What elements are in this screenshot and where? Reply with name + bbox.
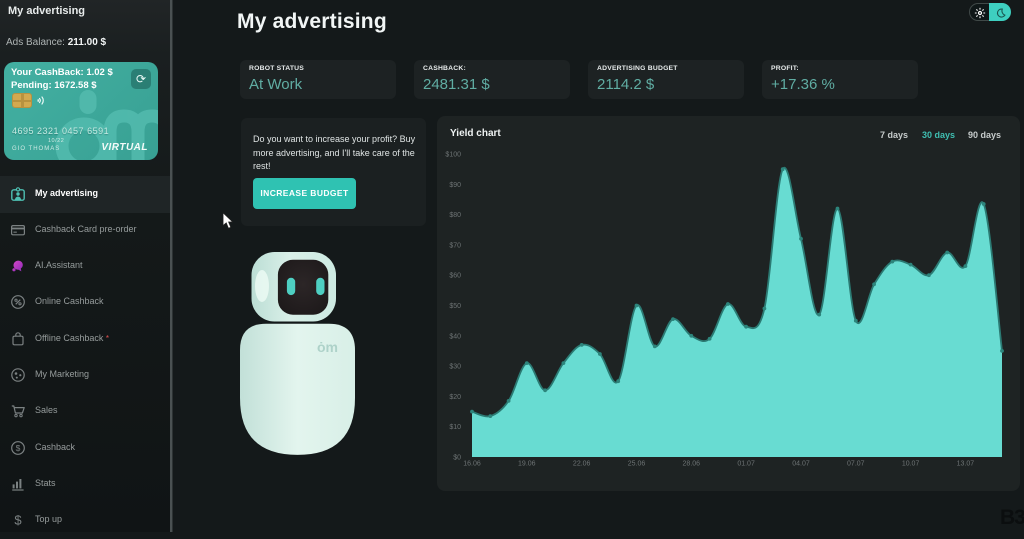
- svg-text:19.06: 19.06: [518, 461, 536, 468]
- svg-text:$90: $90: [449, 182, 461, 189]
- svg-text:$50: $50: [449, 303, 461, 310]
- svg-text:$30: $30: [449, 364, 461, 371]
- svg-text:25.06: 25.06: [628, 461, 646, 468]
- svg-text:16.06: 16.06: [463, 461, 481, 468]
- svg-text:28.06: 28.06: [683, 461, 701, 468]
- svg-text:07.07: 07.07: [847, 461, 865, 468]
- svg-text:$40: $40: [449, 333, 461, 340]
- svg-text:$80: $80: [449, 212, 461, 219]
- svg-text:$: $: [16, 443, 21, 453]
- svg-text:$70: $70: [449, 242, 461, 249]
- svg-text:$60: $60: [449, 273, 461, 280]
- svg-text:ȯm: ȯm: [317, 339, 338, 355]
- svg-text:$20: $20: [449, 394, 461, 401]
- svg-text:01.07: 01.07: [737, 461, 755, 468]
- svg-text:22.06: 22.06: [573, 461, 591, 468]
- svg-text:$: $: [14, 513, 22, 528]
- svg-text:$100: $100: [445, 152, 461, 159]
- svg-text:$10: $10: [449, 424, 461, 431]
- svg-text:13.07: 13.07: [957, 461, 975, 468]
- svg-text:10.07: 10.07: [902, 461, 920, 468]
- svg-text:$0: $0: [453, 455, 461, 462]
- svg-text:04.07: 04.07: [792, 461, 810, 468]
